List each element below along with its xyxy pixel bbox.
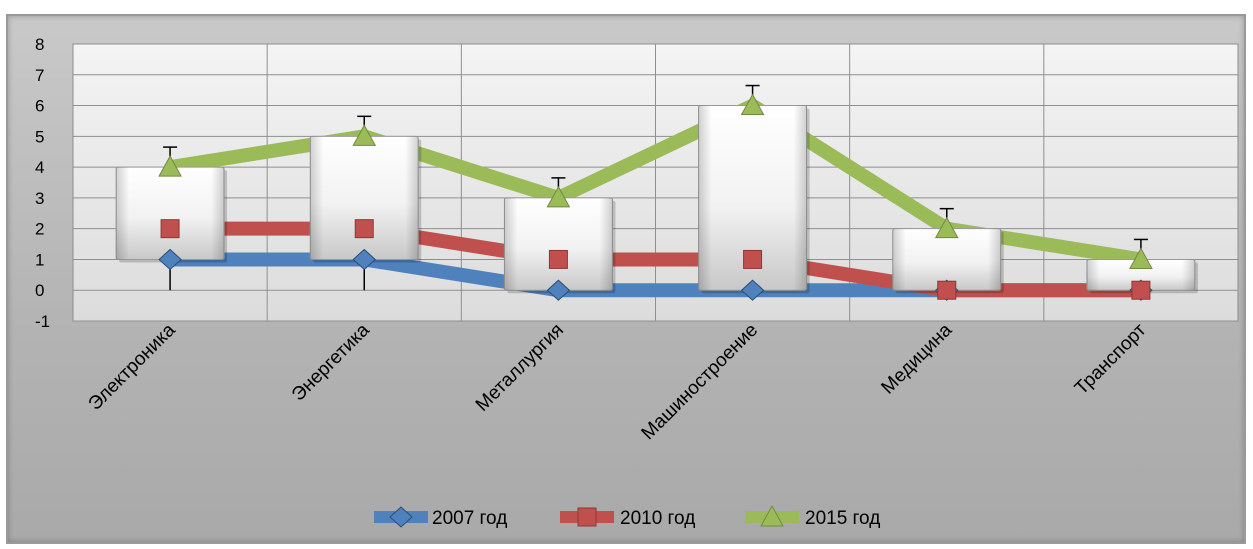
y-tick-label: 3 (35, 189, 44, 208)
y-tick-label: 7 (35, 66, 44, 85)
up-down-bar-edge (698, 105, 807, 291)
x-category-label: Медицина (877, 319, 956, 398)
series-marker (1131, 280, 1151, 300)
legend-label: 2015 год (805, 508, 880, 529)
series-marker (934, 216, 959, 239)
up-down-bar-edge (892, 228, 1001, 291)
up-down-bar-edge (116, 167, 225, 260)
series-marker (158, 248, 182, 271)
x-category-label: Металлургия (472, 320, 568, 416)
x-category-label: Транспорт (1071, 319, 1151, 399)
up-down-bar-edge (504, 197, 613, 291)
y-tick-label: 4 (35, 158, 44, 177)
legend-marker (760, 504, 784, 527)
series-marker (354, 219, 374, 239)
series-marker (937, 280, 957, 300)
up-down-bar-edge (310, 136, 419, 260)
series-marker (740, 93, 765, 116)
y-tick-label: 5 (35, 127, 44, 146)
up-down-bar-edge (1086, 259, 1195, 291)
legend-marker (577, 507, 597, 527)
legend-label: 2007 год (432, 508, 507, 529)
series-marker (546, 279, 571, 301)
y-tick-label: 6 (35, 97, 44, 116)
y-tick-label: 2 (35, 220, 44, 239)
series-marker (1129, 247, 1153, 269)
series-marker (548, 249, 568, 269)
y-tick-label: -1 (35, 312, 50, 331)
y-tick-label: 1 (35, 250, 44, 269)
series-marker (352, 124, 377, 146)
series-marker (160, 219, 180, 239)
series-marker (546, 185, 571, 208)
legend-label: 2010 год (620, 508, 695, 529)
legend-marker (389, 506, 413, 528)
x-category-label: Машиностроение (638, 320, 763, 445)
y-tick-label: 0 (35, 281, 44, 300)
series-marker (740, 279, 765, 301)
x-category-label: Энергетика (288, 319, 374, 405)
x-category-label: Электроника (85, 319, 180, 414)
series-marker (158, 155, 182, 177)
series-marker (743, 249, 763, 269)
series-marker (352, 248, 376, 271)
y-tick-label: 8 (35, 35, 44, 54)
